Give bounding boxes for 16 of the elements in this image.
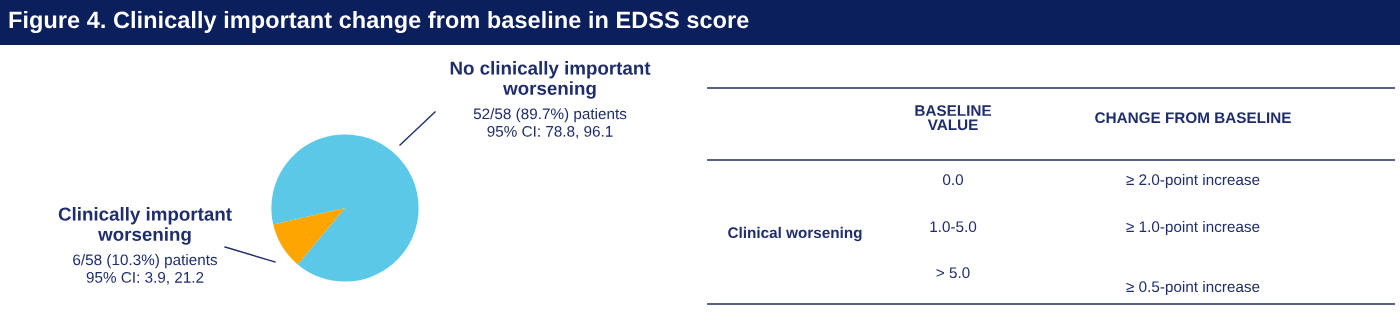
text: ≥ 1.0-point increase [1126,220,1260,236]
text: ≥ 2.0-point increase [1126,173,1260,189]
pie-slice [271,134,419,282]
slice-label: Clinically important worsening [58,207,232,245]
data-label: 52/58 (89.7%) patients 95% CI: 78.8, 96.1 [473,108,627,139]
text: CHANGE FROM BASELINE [1095,112,1291,124]
text: 0.0 [942,174,964,186]
data-label: 6/58 (10.3%) patients 95% CI: 3.9, 21.2 [73,254,218,285]
text: Clinical worsening [728,226,862,242]
text: > 5.0 [936,267,970,279]
text: ≥ 0.5-point increase [1126,280,1260,296]
chart-title: Figure 4. Clinically important change from baseline in EDSS score [9,10,749,34]
slice-label: No clinically important worsening [450,61,651,99]
text: BASELINE VALUE [915,105,992,131]
pie-slice [273,208,345,265]
text: 1.0-5.0 [930,221,977,233]
